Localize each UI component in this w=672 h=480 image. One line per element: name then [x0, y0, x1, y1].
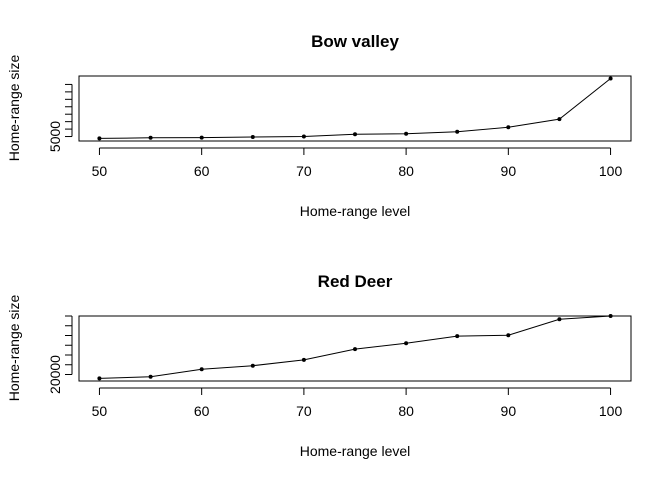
x-tick-label: 70: [296, 163, 312, 179]
data-point: [506, 333, 511, 338]
series-line: [99, 78, 611, 139]
x-axis-label: Home-range level: [300, 203, 411, 219]
plot-marks: [97, 76, 613, 141]
data-point: [608, 76, 613, 81]
x-tick-label: 90: [501, 403, 517, 419]
chart-title: Bow valley: [311, 32, 399, 51]
data-point: [199, 135, 204, 140]
x-tick-label: 100: [599, 403, 623, 419]
data-point: [148, 135, 153, 140]
data-point: [97, 136, 102, 141]
data-point: [353, 132, 357, 137]
plot-marks: [97, 314, 613, 381]
y-tick-label: 5000: [47, 121, 63, 152]
x-tick-label: 80: [398, 163, 414, 179]
plot-frame: [78, 75, 632, 142]
chart-title: Red Deer: [318, 272, 393, 291]
data-point: [455, 129, 460, 134]
data-point: [557, 117, 562, 122]
data-point: [353, 347, 357, 352]
data-point: [199, 367, 204, 372]
x-tick-label: 100: [599, 163, 623, 179]
x-tick-label: 60: [194, 163, 210, 179]
plot-frame: [78, 315, 632, 382]
y-tick-label: 20000: [47, 355, 63, 394]
x-tick-label: 90: [501, 163, 517, 179]
x-axis-label: Home-range level: [300, 443, 411, 459]
x-tick-label: 60: [194, 403, 210, 419]
y-axis: 5000: [47, 83, 73, 152]
data-point: [506, 125, 511, 130]
y-axis-label: Home-range size: [6, 54, 22, 161]
x-tick-label: 80: [398, 403, 414, 419]
data-point: [608, 314, 613, 318]
data-point: [148, 374, 153, 379]
x-axis: 50 60 70 80 90 100: [92, 147, 623, 179]
data-point: [301, 357, 306, 362]
data-point: [301, 134, 306, 139]
data-point: [97, 376, 102, 381]
x-axis: 50 60 70 80 90 100: [92, 387, 623, 419]
data-point: [557, 317, 562, 322]
data-point: [404, 341, 409, 346]
x-tick-label: 50: [92, 403, 108, 419]
data-point: [455, 334, 460, 339]
chart-panel-bow-valley: Bow valley 50 60 70 80 90 100 5000 Home-range…: [6, 32, 632, 219]
data-point: [250, 363, 255, 368]
chart-panel-red-deer: Red Deer 50 60 70 80 90 100 20000 Home-range …: [6, 272, 632, 459]
data-point: [250, 135, 255, 139]
x-tick-label: 50: [92, 163, 108, 179]
data-point: [404, 131, 409, 136]
x-tick-label: 70: [296, 403, 312, 419]
y-axis-label: Home-range size: [6, 294, 22, 401]
y-axis: 20000: [47, 315, 73, 394]
